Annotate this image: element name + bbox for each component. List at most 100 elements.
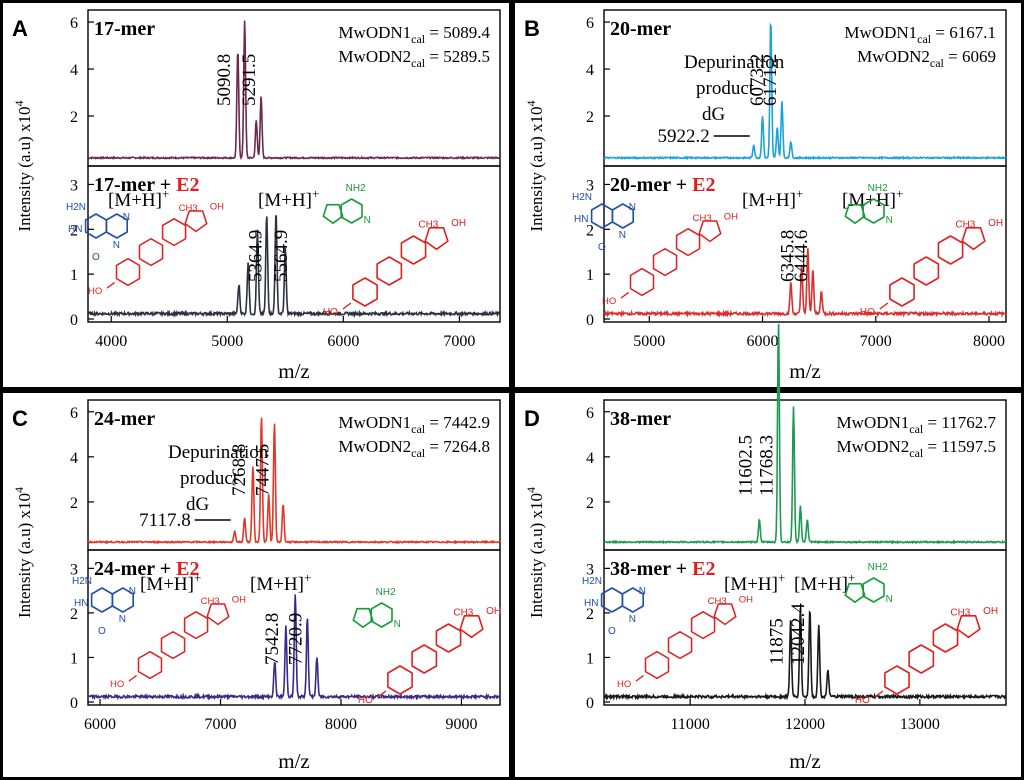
x-tick-label: 11000: [670, 716, 709, 733]
plus-sign: +: [671, 174, 692, 196]
y-tick-label: 2: [586, 109, 594, 126]
plot-area: [87, 165, 501, 323]
subplot-title: 24-mer + E2: [94, 558, 199, 580]
x-tick-label: 7000: [860, 333, 892, 350]
estradiol-structure: HO OH CH3: [323, 218, 466, 318]
oligo-length: 17-mer: [94, 174, 155, 196]
mw-subscript: cal: [917, 32, 932, 46]
peak-label: 6171.2: [760, 54, 781, 106]
y-tick-label: 0: [586, 695, 594, 712]
methyl-label: CH3: [453, 608, 473, 619]
y-tick-label: 0: [70, 312, 78, 329]
y-axis-label: Intensity (a.u) x104: [12, 487, 34, 618]
y-tick-label: 6: [586, 15, 594, 32]
ion-charge: +: [778, 570, 785, 585]
hydroxyl-bond: [620, 291, 629, 299]
peak-label: 6345.8: [778, 230, 799, 282]
y-axis-label-exp: 4: [12, 487, 26, 493]
subplot-title: 38-mer: [610, 408, 671, 430]
ring-a: [387, 665, 413, 695]
ring-2: [105, 213, 128, 239]
depurination-text: Depurination: [168, 442, 269, 463]
pyrimidopyrimidinone-structure: N N O HN H2N: [572, 192, 636, 253]
ring-c: [161, 218, 187, 247]
hydroxyl-label: OH: [486, 606, 501, 617]
x-tick-label: 5000: [211, 333, 243, 350]
y-tick-label: 1: [70, 650, 78, 667]
ring-a: [629, 267, 655, 297]
depurination-value: 7117.8: [139, 510, 191, 531]
amine-label: H2N: [66, 202, 86, 213]
peak-label: 11875: [767, 618, 788, 665]
ring-b: [160, 630, 186, 660]
nitrogen-label: N: [619, 230, 626, 241]
oxygen-label: O: [598, 242, 606, 253]
ring-a: [884, 665, 910, 695]
estradiol-structure: HO OH CH3: [860, 218, 1003, 318]
adenine-structure: NH2 N: [352, 587, 401, 630]
y-tick-label: 6: [70, 15, 78, 32]
ring-c: [435, 623, 462, 653]
ion-charge: +: [896, 186, 903, 201]
oxygen-label: O: [608, 626, 616, 637]
ring-d: [206, 603, 230, 626]
plus-sign: +: [671, 558, 692, 580]
mw-name: MwODN2: [338, 437, 411, 456]
peak-label: 11602.5: [735, 435, 756, 496]
oxygen-label: O: [92, 252, 100, 263]
hydroxyl-bond: [879, 302, 889, 310]
oligo-length: 24-mer: [94, 558, 155, 580]
subplot-title: 20-mer: [610, 18, 671, 40]
peak-label: 7268.8: [229, 444, 250, 496]
mw-annotation: MwODN2cal = 7264.8: [338, 437, 490, 460]
y-tick-label: 2: [70, 495, 78, 512]
y-tick-label: 1: [586, 650, 594, 667]
ion-label: [M+H]+: [724, 570, 785, 595]
amine-label: H2N: [572, 192, 592, 203]
subplot-title: 38-mer + E2: [610, 558, 715, 580]
x-tick-label: 6000: [747, 333, 779, 350]
e2-label: E2: [176, 174, 199, 196]
y-tick-label: 4: [586, 450, 594, 467]
ring-b: [908, 644, 935, 674]
pyrimidopyrimidinone-structure: N N O HN H2N: [72, 576, 136, 637]
x-axis-label: m/z: [789, 749, 821, 773]
mw-name: MwODN1: [844, 23, 917, 42]
nitrogen-label: N: [113, 240, 120, 251]
mw-value: = 11762.7: [923, 413, 996, 432]
y-axis-label-exp: 4: [12, 100, 26, 106]
y-tick-label: 4: [70, 450, 78, 467]
spectrum-trace: [603, 22, 1007, 161]
spectrum-trace: [87, 215, 501, 319]
amine-label: H2N: [72, 576, 92, 587]
x-tick-label: 6000: [327, 333, 359, 350]
hydroxyl-label: HO: [323, 307, 338, 318]
ion-charge: +: [194, 570, 201, 585]
oligo-length: 24-mer: [94, 408, 155, 430]
panel-letter: C: [12, 406, 28, 431]
panel-letter: D: [524, 406, 540, 431]
x-tick-label: 5000: [633, 333, 665, 350]
mw-annotation: MwODN1cal = 5089.4: [338, 23, 490, 46]
six-ring: [862, 577, 885, 603]
nitrogen-label: N: [364, 215, 371, 226]
e2-label: E2: [692, 174, 715, 196]
subplot-title: 20-mer + E2: [610, 174, 715, 196]
ring-b: [138, 237, 164, 267]
ring-c: [183, 611, 209, 640]
y-tick-label: 4: [586, 62, 594, 79]
x-tick-label: 9000: [445, 716, 477, 733]
six-ring: [340, 198, 363, 224]
ring-b: [376, 256, 403, 286]
subplot-title: 24-mer: [94, 408, 155, 430]
ion-charge: +: [162, 186, 169, 201]
ion-label: [M+H]+: [794, 570, 855, 595]
panel-frame: [512, 0, 1024, 390]
depurination-text: Depurination: [684, 52, 785, 73]
ring-d: [961, 227, 986, 251]
